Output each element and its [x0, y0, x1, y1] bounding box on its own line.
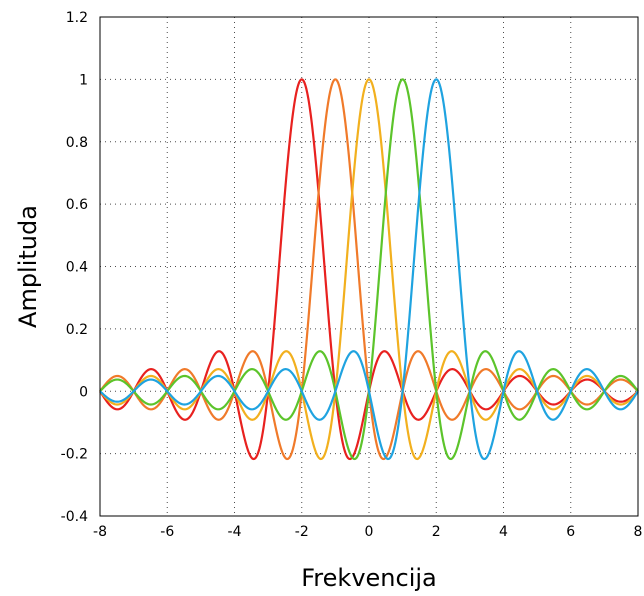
series-line-2	[99, 78, 639, 461]
x-tick-label: -8	[93, 524, 107, 540]
grid	[100, 17, 638, 516]
x-tick-label: 0	[365, 524, 374, 540]
x-tick-label: -4	[228, 524, 242, 540]
y-tick-label: 0.8	[66, 135, 88, 151]
x-tick-label: -6	[160, 524, 174, 540]
series-group	[99, 78, 639, 461]
y-tick-label: 0.4	[66, 260, 88, 276]
x-tick-labels: -8 -6 -4 -2 0 2 4 6 8	[93, 524, 642, 540]
plot-frame	[99, 16, 639, 517]
y-axis-label: Amplituda	[14, 205, 42, 328]
series-line-4	[99, 78, 639, 461]
x-tick-label: -2	[295, 524, 309, 540]
y-tick-label: 1.2	[66, 10, 88, 26]
y-tick-labels: -0.4 -0.2 0 0.2 0.4 0.6 0.8 1 1.2	[61, 10, 88, 525]
y-tick-label: -0.2	[61, 447, 88, 463]
x-tick-label: 8	[634, 524, 643, 540]
y-tick-label: 1	[79, 72, 88, 88]
x-axis-label: Frekvencija	[301, 564, 436, 592]
x-tick-label: 6	[566, 524, 575, 540]
y-tick-label: -0.4	[61, 509, 88, 525]
y-tick-label: 0.6	[66, 197, 88, 213]
x-tick-label: 2	[432, 524, 441, 540]
x-tick-label: 4	[499, 524, 508, 540]
y-tick-label: 0.2	[66, 322, 88, 338]
y-tick-label: 0	[79, 384, 88, 400]
